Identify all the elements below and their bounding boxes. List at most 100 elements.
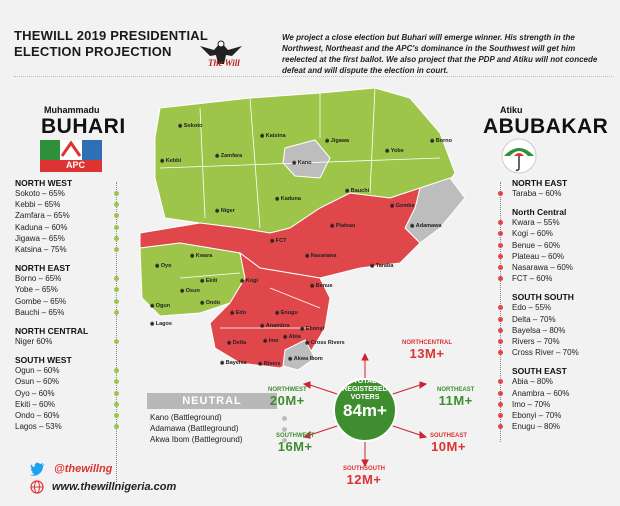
atiku-section-northeast: NORTH EAST Taraba – 60% <box>512 178 568 198</box>
state-name: Adamawa <box>415 223 442 229</box>
state-marker-icon: ◉ <box>270 238 276 244</box>
state-label: ◉ Cross Rivers <box>305 340 345 346</box>
list-bullet <box>498 401 503 407</box>
state-name: Oyo <box>160 263 172 269</box>
state-label: ◉ Abia <box>283 334 301 340</box>
state-marker-icon: ◉ <box>325 138 331 144</box>
region-southwest: SOUTHWEST 16M+ <box>276 433 315 454</box>
state-name: Lagos <box>155 321 172 327</box>
state-label: ◉ Sokoto <box>178 123 202 129</box>
state-marker-icon: ◉ <box>292 160 298 166</box>
state-name: Bayelsa <box>225 360 247 366</box>
state-name: Edo <box>235 310 247 316</box>
state-name: Osun <box>185 288 200 294</box>
twitter-handle[interactable]: @thewillng <box>30 462 112 476</box>
state-label: ◉ FCT <box>270 238 286 244</box>
state-name: Rivers <box>263 361 281 367</box>
state-label: ◉ Kaduna <box>275 196 301 202</box>
state-marker-icon: ◉ <box>240 278 246 284</box>
state-marker-icon: ◉ <box>200 300 206 306</box>
state-marker-icon: ◉ <box>155 263 161 269</box>
akwa-ibom-neutral-region <box>282 339 316 371</box>
state-marker-icon: ◉ <box>190 253 196 259</box>
state-name: Jigawa <box>330 138 350 144</box>
atiku-last-name: ABUBAKAR <box>483 115 609 138</box>
state-marker-icon: ◉ <box>385 148 391 154</box>
list-bullet <box>114 287 119 293</box>
list-bullet <box>498 316 503 322</box>
summary-text: We project a close election but Buhari w… <box>282 33 598 75</box>
state-marker-icon: ◉ <box>275 310 281 316</box>
state-label: ◉ Ebonyi <box>300 326 324 332</box>
buhari-results: NORTH WEST Sokoto – 65% Kebbi – 65% Zamf… <box>15 178 115 432</box>
list-bullet <box>498 305 503 311</box>
state-label: ◉ Benue <box>310 283 333 289</box>
state-name: Kaduna <box>280 196 301 202</box>
neutral-dot <box>282 438 287 443</box>
state-marker-icon: ◉ <box>220 360 226 366</box>
neutral-dot <box>282 416 287 421</box>
state-name: Abia <box>288 334 301 340</box>
region-northcentral: NORTHCENTRAL 13M+ <box>402 340 452 361</box>
state-marker-icon: ◉ <box>305 253 311 259</box>
state-label: ◉ Imo <box>263 338 279 344</box>
list-bullet <box>114 339 119 345</box>
state-label: ◉ Ondo <box>200 300 220 306</box>
state-name: Zamfara <box>220 153 243 159</box>
state-label: ◉ Lagos <box>150 321 172 327</box>
atiku-section-northcentral: North Central Kwara – 55% Kogi – 60% Ben… <box>512 207 573 284</box>
nigeria-map <box>139 87 466 371</box>
state-label: ◉ Enugu <box>275 310 298 316</box>
list-bullet <box>498 424 503 430</box>
state-label: ◉ Oyo <box>155 263 171 269</box>
state-label: ◉ Kogi <box>240 278 258 284</box>
website-link[interactable]: www.thewillnigeria.com <box>30 480 176 494</box>
state-name: Ondo <box>205 300 221 306</box>
list-bullet <box>498 379 503 385</box>
state-name: Imo <box>268 338 279 344</box>
region-southeast: SOUTHEAST 10M+ <box>430 433 468 454</box>
state-marker-icon: ◉ <box>258 361 264 367</box>
state-name: Ebonyi <box>305 326 325 332</box>
atiku-dotted-line <box>500 182 501 442</box>
state-name: Nasarawa <box>310 253 337 259</box>
list-bullet <box>114 413 119 419</box>
state-marker-icon: ◉ <box>260 323 266 329</box>
list-bullet <box>114 309 119 315</box>
state-name: Akwa Ibom <box>293 356 323 362</box>
pdp-umbrella-logo-icon <box>501 138 537 174</box>
list-bullet <box>114 202 119 208</box>
list-bullet <box>498 413 503 419</box>
state-name: Niger <box>220 208 235 214</box>
state-label: ◉ Katsina <box>260 133 286 139</box>
state-marker-icon: ◉ <box>330 223 336 229</box>
state-name: Delta <box>232 340 247 346</box>
state-name: Kano <box>297 160 312 166</box>
state-label: ◉ Borno <box>430 138 452 144</box>
state-labels: ◉ Sokoto ◉ Katsina ◉ Jigawa ◉ Yobe ◉ Borno ◉ … <box>120 78 480 378</box>
list-bullet <box>498 191 503 196</box>
state-name: Gombe <box>395 203 415 209</box>
state-label: ◉ Ogun <box>150 303 170 309</box>
region-arrows <box>302 352 428 468</box>
state-name: Katsina <box>265 133 286 139</box>
state-name: Sokoto <box>183 123 203 129</box>
neutral-title: NEUTRAL <box>147 393 277 409</box>
list-bullet <box>114 401 119 407</box>
list-bullet <box>114 213 119 219</box>
state-marker-icon: ◉ <box>150 321 156 327</box>
state-name: Borno <box>435 138 452 144</box>
state-label: ◉ Zamfara <box>215 153 242 159</box>
list-bullet <box>114 379 119 385</box>
state-marker-icon: ◉ <box>178 123 184 129</box>
state-marker-icon: ◉ <box>263 338 269 344</box>
state-label: ◉ Niger <box>215 208 235 214</box>
state-name: Kebbi <box>165 158 182 164</box>
voters-circle <box>333 378 397 442</box>
atiku-first-name: Atiku <box>500 105 523 115</box>
state-label: ◉ Gombe <box>390 203 415 209</box>
state-name: Benue <box>315 283 333 289</box>
state-marker-icon: ◉ <box>430 138 436 144</box>
state-marker-icon: ◉ <box>180 288 186 294</box>
state-marker-icon: ◉ <box>288 356 294 362</box>
